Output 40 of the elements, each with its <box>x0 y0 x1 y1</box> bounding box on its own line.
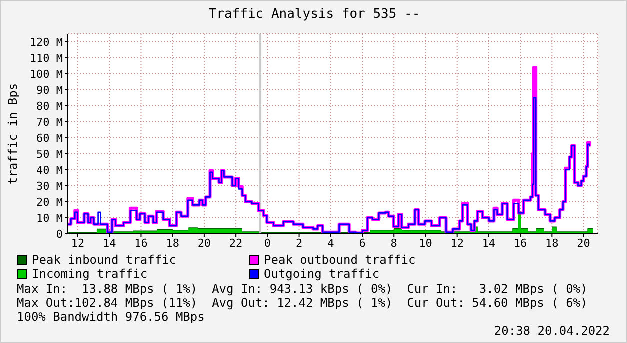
x-tick-label: 18 <box>546 236 559 250</box>
y-tick-label: 120 M <box>30 36 64 49</box>
y-tick-label: 70 M <box>36 116 64 129</box>
y-axis-title: traffic in Bps <box>6 83 20 185</box>
y-tick-label: 50 M <box>36 148 64 161</box>
x-tick-label: 20 <box>577 236 590 250</box>
y-tick-label: 0 <box>56 228 63 241</box>
x-tick-label: 2 <box>296 236 303 250</box>
y-tick-label: 60 M <box>36 132 64 145</box>
legend-label: Outgoing traffic <box>264 267 380 281</box>
y-tick-label: 110 M <box>30 52 64 65</box>
y-tick-label: 80 M <box>36 100 64 113</box>
legend-label: Peak outbound traffic <box>264 253 416 267</box>
x-tick-label: 10 <box>419 236 432 250</box>
x-tick-label: 0 <box>264 236 271 250</box>
x-tick-label: 14 <box>102 236 117 250</box>
text: 100% Bandwidth 976.56 MBps <box>17 310 205 324</box>
text: Max In: 13.88 MBps ( 1%) Avg In: 943.13 kBps ( 0%) Cur In: 3.02 MBps ( 0%) <box>17 282 588 296</box>
x-tick-label: 6 <box>359 236 366 250</box>
y-tick-label: 100 M <box>30 68 64 81</box>
x-tick-label: 14 <box>482 236 496 250</box>
legend-label: Peak inbound traffic <box>32 253 176 267</box>
x-tick-label: 12 <box>450 236 464 250</box>
x-tick-label: 20 <box>198 236 212 250</box>
chart-title: Traffic Analysis for 535 -- <box>208 7 422 22</box>
y-tick-label: 20 M <box>36 196 64 209</box>
x-tick-label: 4 <box>328 236 335 250</box>
text: 20:38 20.04.2022 <box>494 324 610 338</box>
x-tick-label: 16 <box>134 236 148 250</box>
x-tick-label: 22 <box>229 236 243 250</box>
legend-label: Incoming traffic <box>32 267 148 281</box>
x-tick-label: 12 <box>71 236 85 250</box>
text: Max Out:102.84 MBps (11%) Avg Out: 12.42 MBps ( 1%) Cur Out: 54.60 MBps ( 6%) <box>17 296 588 310</box>
x-tick-label: 8 <box>390 236 398 250</box>
y-tick-label: 40 M <box>36 164 64 177</box>
y-tick-label: 30 M <box>36 180 64 193</box>
x-tick-label: 16 <box>514 236 528 250</box>
x-tick-label: 18 <box>166 236 180 250</box>
y-tick-label: 90 M <box>36 84 64 97</box>
y-tick-label: 10 M <box>36 212 64 225</box>
